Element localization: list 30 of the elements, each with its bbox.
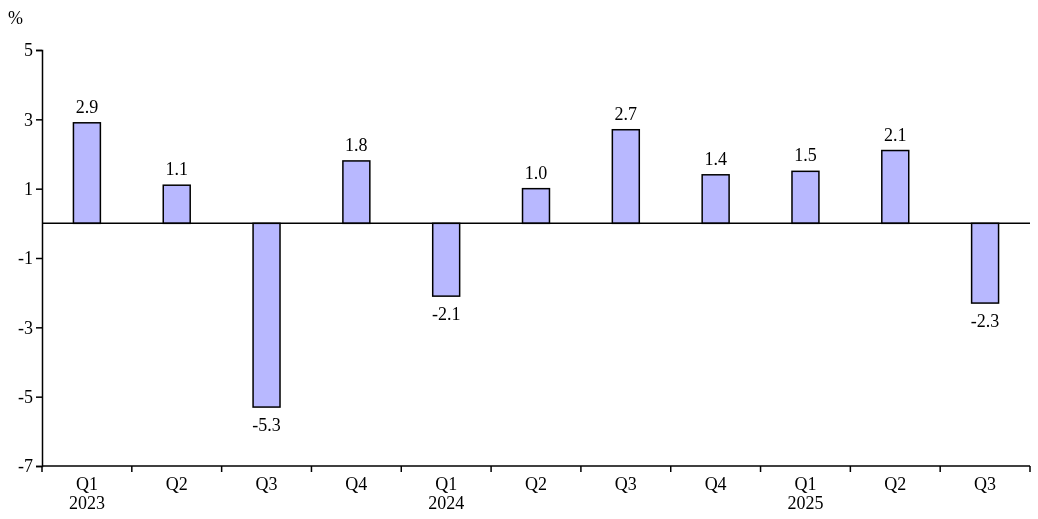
x-tick-label: Q1 2025 bbox=[787, 474, 824, 513]
data-label: 2.7 bbox=[614, 103, 638, 124]
data-label: 1.0 bbox=[524, 162, 548, 183]
y-tick-label: 3 bbox=[24, 109, 33, 130]
x-tick-label: Q2 bbox=[165, 474, 188, 494]
data-label: 2.9 bbox=[75, 96, 99, 117]
y-tick-label: -3 bbox=[18, 317, 33, 338]
data-label: 2.1 bbox=[884, 124, 907, 145]
y-axis-title: % bbox=[8, 8, 23, 28]
data-label: 1.4 bbox=[704, 148, 727, 169]
y-tick-label: -7 bbox=[18, 456, 33, 477]
y-tick-label: 1 bbox=[24, 178, 33, 199]
x-tick-label: Q3 bbox=[974, 474, 997, 494]
x-tick-label: Q2 bbox=[884, 474, 907, 494]
x-tick-label: Q1 2024 bbox=[428, 474, 465, 513]
y-tick-label: -5 bbox=[18, 386, 33, 407]
data-label: 1.8 bbox=[345, 134, 368, 155]
x-tick-label: Q3 bbox=[614, 474, 637, 494]
data-label: -2.1 bbox=[431, 304, 461, 325]
x-tick-label: Q1 2023 bbox=[68, 474, 105, 513]
x-tick-label: Q3 bbox=[255, 474, 278, 494]
y-tick-label: -1 bbox=[18, 248, 33, 269]
data-label: 1.5 bbox=[794, 145, 817, 166]
data-label: -5.3 bbox=[252, 415, 281, 436]
x-tick-label: Q4 bbox=[704, 474, 727, 494]
x-tick-label: Q4 bbox=[345, 474, 368, 494]
data-label: 1.1 bbox=[165, 159, 188, 180]
y-tick-label: 5 bbox=[24, 40, 33, 61]
x-tick-label: Q2 bbox=[525, 474, 547, 494]
data-label: -2.3 bbox=[970, 311, 1000, 332]
